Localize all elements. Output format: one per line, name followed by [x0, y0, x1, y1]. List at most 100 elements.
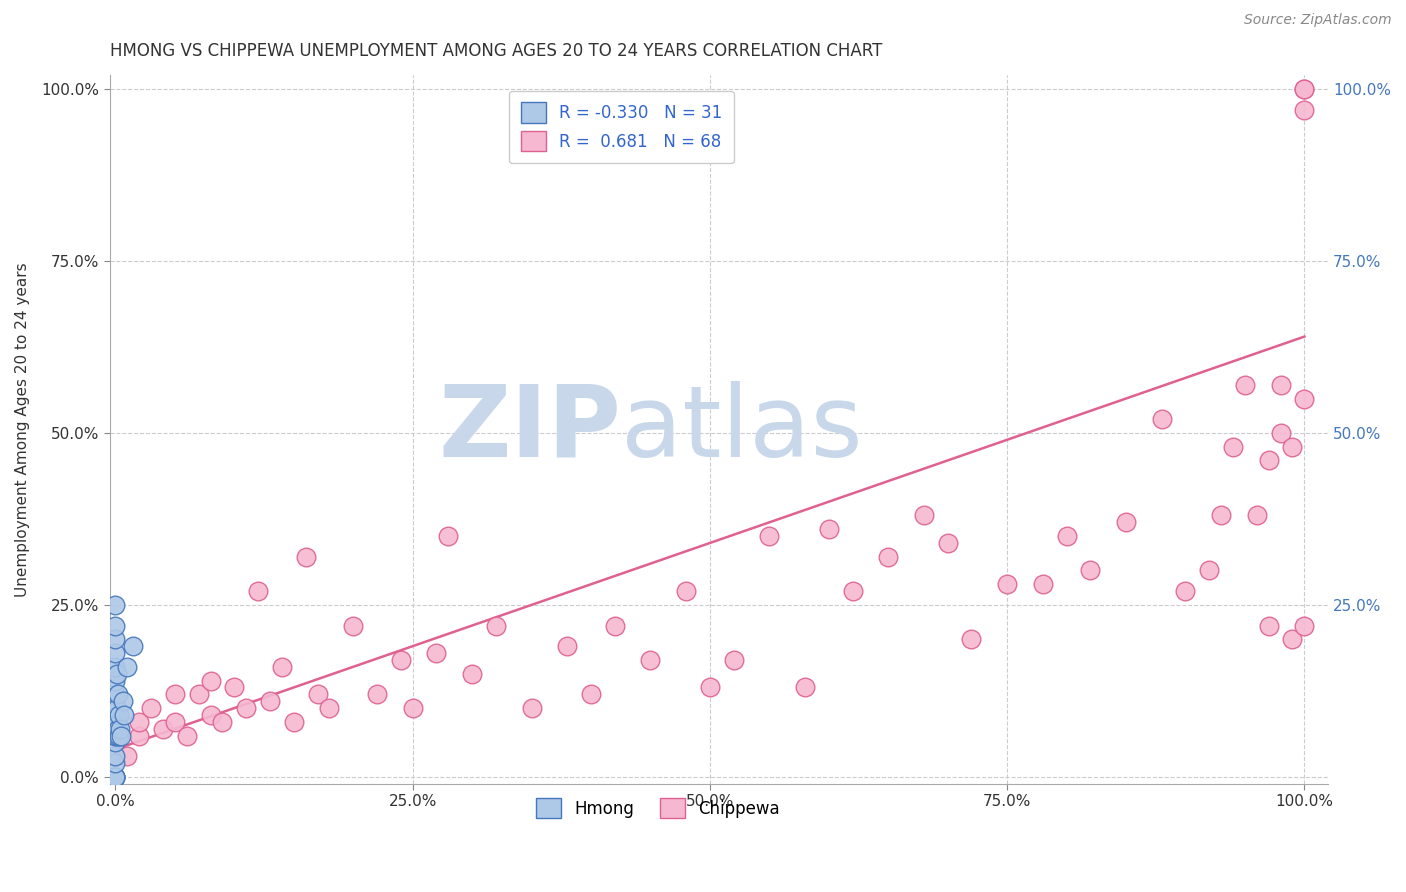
Point [111, 694, 134, 708]
Point [105, 701, 128, 715]
Legend: Hmong, Chippewa: Hmong, Chippewa [530, 791, 786, 825]
Point [163, 687, 186, 701]
Point [211, 714, 233, 729]
Point [105, 666, 128, 681]
Point [723, 653, 745, 667]
Point [640, 653, 662, 667]
Point [104, 673, 127, 688]
Point [235, 701, 257, 715]
Point [104, 770, 127, 784]
Point [104, 770, 127, 784]
Point [1281, 440, 1303, 454]
Point [105, 729, 128, 743]
Point [912, 508, 935, 523]
Point [104, 770, 127, 784]
Point [425, 646, 447, 660]
Point [1294, 82, 1316, 96]
Point [104, 632, 127, 647]
Point [1257, 453, 1279, 467]
Point [104, 722, 127, 736]
Point [1294, 392, 1316, 406]
Point [152, 722, 174, 736]
Point [555, 639, 578, 653]
Point [603, 618, 626, 632]
Point [1270, 425, 1292, 440]
Point [104, 618, 127, 632]
Point [224, 681, 246, 695]
Point [104, 598, 127, 612]
Point [1211, 508, 1233, 523]
Point [1294, 618, 1316, 632]
Point [110, 722, 132, 736]
Point [841, 584, 863, 599]
Point [1270, 377, 1292, 392]
Point [794, 681, 817, 695]
Point [117, 660, 139, 674]
Point [294, 549, 316, 564]
Point [1150, 412, 1173, 426]
Point [389, 653, 412, 667]
Point [283, 714, 305, 729]
Point [1281, 632, 1303, 647]
Point [817, 522, 839, 536]
Point [112, 708, 135, 723]
Point [307, 687, 329, 701]
Point [108, 729, 131, 743]
Point [1198, 564, 1220, 578]
Point [104, 729, 127, 743]
Point [675, 584, 697, 599]
Point [318, 701, 340, 715]
Point [1233, 377, 1256, 392]
Point [104, 646, 127, 660]
Point [437, 529, 460, 543]
Point [402, 701, 425, 715]
Point [1294, 103, 1316, 117]
Point [1257, 618, 1279, 632]
Point [104, 687, 127, 701]
Point [936, 536, 959, 550]
Point [259, 694, 281, 708]
Point [1032, 577, 1054, 591]
Point [122, 639, 145, 653]
Point [461, 666, 484, 681]
Point [1294, 82, 1316, 96]
Point [1222, 440, 1244, 454]
Point [128, 729, 150, 743]
Y-axis label: Unemployment Among Ages 20 to 24 years: Unemployment Among Ages 20 to 24 years [15, 262, 30, 597]
Point [128, 714, 150, 729]
Point [699, 681, 721, 695]
Point [520, 701, 543, 715]
Point [108, 708, 131, 723]
Point [1056, 529, 1078, 543]
Point [271, 660, 294, 674]
Text: ZIP: ZIP [439, 381, 621, 478]
Point [877, 549, 900, 564]
Point [200, 673, 222, 688]
Point [187, 687, 209, 701]
Text: Source: ZipAtlas.com: Source: ZipAtlas.com [1244, 13, 1392, 28]
Point [1115, 516, 1137, 530]
Point [104, 701, 127, 715]
Point [117, 749, 139, 764]
Point [200, 708, 222, 723]
Point [247, 584, 270, 599]
Point [176, 729, 198, 743]
Point [163, 714, 186, 729]
Point [1246, 508, 1268, 523]
Point [758, 529, 780, 543]
Point [485, 618, 508, 632]
Text: atlas: atlas [621, 381, 863, 478]
Point [107, 722, 129, 736]
Point [104, 756, 127, 770]
Point [995, 577, 1018, 591]
Point [104, 749, 127, 764]
Point [579, 687, 602, 701]
Point [104, 770, 127, 784]
Point [1174, 584, 1197, 599]
Point [104, 735, 127, 749]
Point [104, 660, 127, 674]
Point [107, 687, 129, 701]
Point [139, 701, 162, 715]
Point [342, 618, 364, 632]
Point [104, 714, 127, 729]
